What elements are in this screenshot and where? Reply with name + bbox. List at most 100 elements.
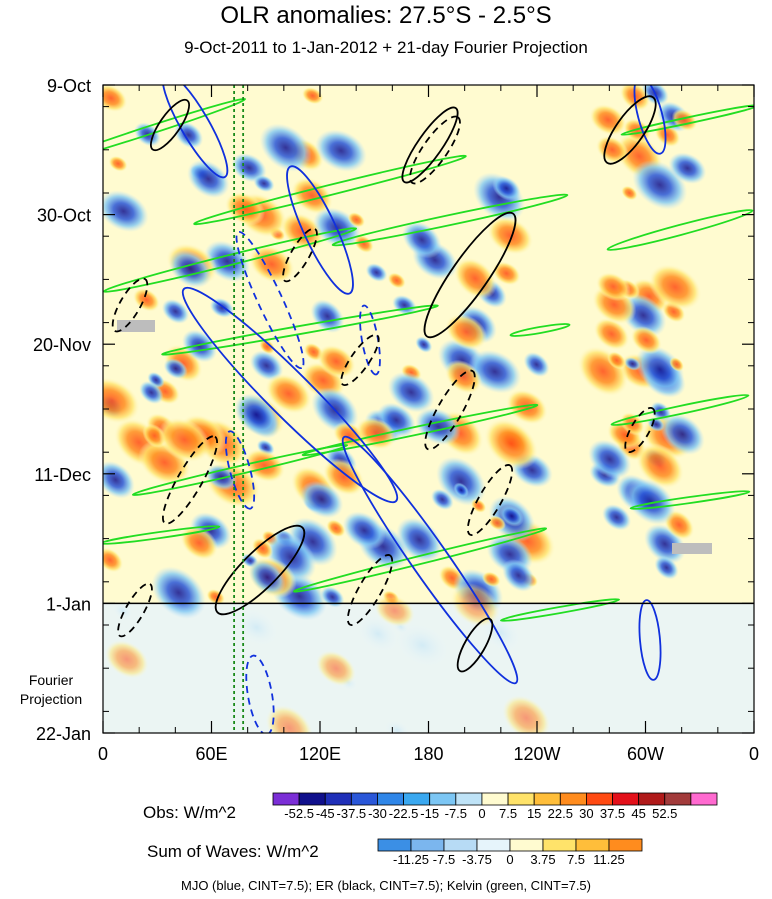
anomaly-blob — [602, 504, 632, 531]
anomaly-blob — [588, 439, 632, 479]
missing-data-patch — [117, 320, 155, 332]
mjo-contour — [235, 230, 305, 370]
anomaly-blob — [357, 615, 399, 653]
anomaly-blob — [589, 103, 627, 136]
obs-colorbar-tick-label: -37.5 — [337, 806, 367, 821]
obs-colorbar-swatch — [350, 792, 378, 806]
anomaly-blob — [630, 326, 662, 355]
x-tick-label: 180 — [413, 744, 443, 764]
anomaly-blob — [316, 344, 356, 379]
obs-colorbar-tick-label: -45 — [316, 806, 335, 821]
anomaly-blob — [607, 351, 627, 370]
anomaly-blob — [248, 559, 286, 595]
anomaly-blob — [648, 264, 702, 311]
x-tick-label: 0 — [749, 744, 759, 764]
y-tick-label: 30-Oct — [37, 206, 91, 226]
obs-colorbar-swatch — [324, 792, 352, 806]
anomaly-blob — [647, 417, 665, 432]
kelvin-contour — [629, 490, 751, 510]
er-contour — [466, 464, 514, 536]
anomaly-blob — [502, 695, 551, 733]
kelvin-contour — [161, 304, 439, 356]
kelvin-contour — [103, 525, 221, 545]
er-contour — [162, 435, 218, 525]
obs-colorbar-swatch — [664, 792, 692, 806]
obs-colorbar-tick-label: -30 — [368, 806, 387, 821]
anomaly-blob — [151, 566, 206, 619]
y-tick-label: 22-Jan — [36, 724, 91, 744]
obs-colorbar-swatch — [690, 792, 718, 806]
er-contour — [340, 333, 380, 387]
anomaly-blob — [253, 174, 275, 193]
x-tick-label: 120E — [299, 744, 341, 764]
mjo-contour — [245, 654, 275, 733]
anomaly-blob — [265, 373, 313, 414]
er-contour — [111, 277, 149, 333]
waves-colorbar-swatch — [575, 838, 610, 852]
anomaly-blob — [105, 640, 149, 679]
anomaly-blob — [396, 623, 449, 667]
obs-colorbar-swatch — [298, 792, 326, 806]
waves-colorbar-tick-label: -7.5 — [433, 852, 455, 867]
x-tick-label: 0 — [98, 744, 108, 764]
obs-colorbar-swatch — [455, 792, 483, 806]
anomaly-blob — [593, 317, 630, 351]
anomaly-blob — [669, 356, 685, 372]
mjo-contour — [181, 286, 399, 504]
anomaly-blob — [251, 537, 274, 560]
er-contour — [346, 554, 394, 626]
anomaly-blob — [347, 211, 366, 228]
anomaly-blob — [660, 413, 705, 455]
waves-colorbar-tick-label: 7.5 — [567, 852, 585, 867]
waves-colorbar-swatch — [542, 838, 577, 852]
y-tick-label: 20-Nov — [33, 335, 91, 355]
anomaly-blob — [387, 272, 406, 289]
anomaly-blob — [310, 299, 345, 333]
y-tick-label: 9-Oct — [47, 76, 91, 96]
kelvin-contour — [610, 394, 750, 426]
er-contour — [424, 369, 476, 451]
obs-colorbar-swatch — [377, 792, 404, 806]
anomaly-blob — [103, 85, 128, 113]
anomaly-blob — [326, 519, 346, 538]
anomaly-blob — [430, 488, 454, 510]
fourier-projection-label: Fourier Projection — [19, 672, 83, 707]
anomaly-blob — [342, 511, 386, 550]
anomaly-blob — [385, 720, 410, 733]
anomaly-blob — [231, 153, 267, 183]
anomaly-blob — [316, 650, 356, 687]
field-layer — [103, 85, 754, 733]
anomaly-blob — [235, 609, 278, 646]
anomaly-blob — [387, 371, 435, 413]
anomaly-blob — [453, 257, 497, 300]
kelvin-contour — [292, 527, 548, 593]
obs-colorbar-swatch — [429, 792, 457, 806]
anomaly-blob — [484, 418, 539, 470]
obs-colorbar-tick-label: 45 — [631, 806, 645, 821]
anomaly-blob — [365, 263, 388, 282]
waves-colorbar-swatch — [377, 838, 412, 852]
obs-colorbar-label: Obs: W/m^2 — [143, 803, 236, 822]
obs-colorbar-tick-label: 30 — [579, 806, 593, 821]
obs-colorbar-swatch — [507, 792, 535, 806]
anomaly-blob — [320, 586, 345, 608]
anomaly-blob — [187, 159, 230, 199]
waves-colorbar-swatch — [410, 838, 445, 852]
er-contour — [603, 95, 657, 165]
anomaly-blob — [158, 417, 211, 463]
anomaly-blob — [169, 249, 212, 288]
kelvin-contour — [606, 209, 754, 251]
obs-colorbar-tick-label: 22.5 — [548, 806, 573, 821]
anomaly-blob — [243, 448, 286, 483]
anomaly-blob — [502, 559, 535, 592]
obs-colorbar-swatch — [403, 792, 431, 806]
anomaly-blob — [487, 216, 534, 255]
anomaly-blob — [453, 482, 469, 498]
chart-subtitle: 9-Oct-2011 to 1-Jan-2012 + 21-day Fourie… — [184, 38, 588, 57]
y-tick-label: 11-Dec — [34, 465, 91, 485]
projection-background — [103, 604, 754, 733]
mjo-contour — [224, 430, 256, 510]
waves-colorbar-label: Sum of Waves: W/m^2 — [147, 842, 319, 861]
contour-legend: MJO (blue, CINT=7.5); ER (black, CINT=7.… — [181, 878, 591, 893]
